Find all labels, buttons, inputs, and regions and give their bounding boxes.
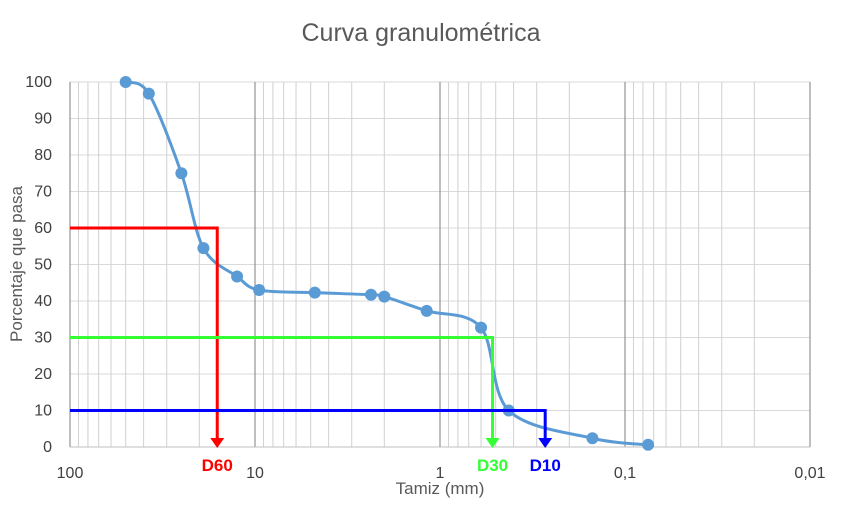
series <box>119 76 655 451</box>
annotation-line-d10 <box>70 409 547 441</box>
annotation-arrow-d60 <box>210 438 225 448</box>
y-tick-label: 100 <box>25 74 52 91</box>
data-point <box>420 304 433 317</box>
y-tick-label: 10 <box>34 403 52 420</box>
annotation-label-d10: D10 <box>530 456 561 475</box>
tick-labels: 0 10 20 30 40 50 60 70 80 90 100 100 10 1 0,1 0,01 <box>25 74 825 482</box>
y-tick-label: 90 <box>34 111 52 128</box>
annotation-label-d60: D60 <box>202 456 233 475</box>
data-point <box>119 76 132 88</box>
y-tick-label: 80 <box>34 147 52 164</box>
data-point <box>475 321 488 334</box>
grid <box>69 81 811 448</box>
data-point <box>365 288 378 301</box>
data-point <box>142 87 155 100</box>
x-tick-label: 1 <box>436 465 445 482</box>
x-axis-label: Tamiz (mm) <box>396 479 485 498</box>
chart-title: Curva granulométrica <box>302 19 541 47</box>
data-point <box>253 284 266 297</box>
annotation-arrow-d30 <box>485 438 500 448</box>
data-point <box>175 167 188 180</box>
annotations: D60 D30 D10 <box>70 226 561 475</box>
data-point <box>308 286 321 299</box>
annotation-line-d30 <box>70 336 495 441</box>
x-tick-label: 0,01 <box>794 465 825 482</box>
y-tick-label: 40 <box>34 293 52 310</box>
y-tick-label: 20 <box>34 366 52 383</box>
x-tick-label: 10 <box>246 465 264 482</box>
annotation-label-d30: D30 <box>477 456 508 475</box>
x-tick-label: 0,1 <box>614 465 636 482</box>
annotation-arrow-d10 <box>538 438 553 448</box>
y-tick-label: 70 <box>34 184 52 201</box>
data-point <box>378 290 391 303</box>
y-axis-label: Porcentaje que pasa <box>7 185 26 341</box>
data-point <box>231 270 244 283</box>
annotation-line-d60 <box>70 226 219 441</box>
x-tick-label: 100 <box>57 465 84 482</box>
data-point <box>642 438 655 451</box>
y-tick-label: 30 <box>34 330 52 347</box>
y-tick-label: 50 <box>34 257 52 274</box>
y-tick-label: 0 <box>43 439 52 456</box>
data-point <box>586 432 599 445</box>
y-tick-label: 60 <box>34 220 52 237</box>
data-point <box>197 242 210 255</box>
